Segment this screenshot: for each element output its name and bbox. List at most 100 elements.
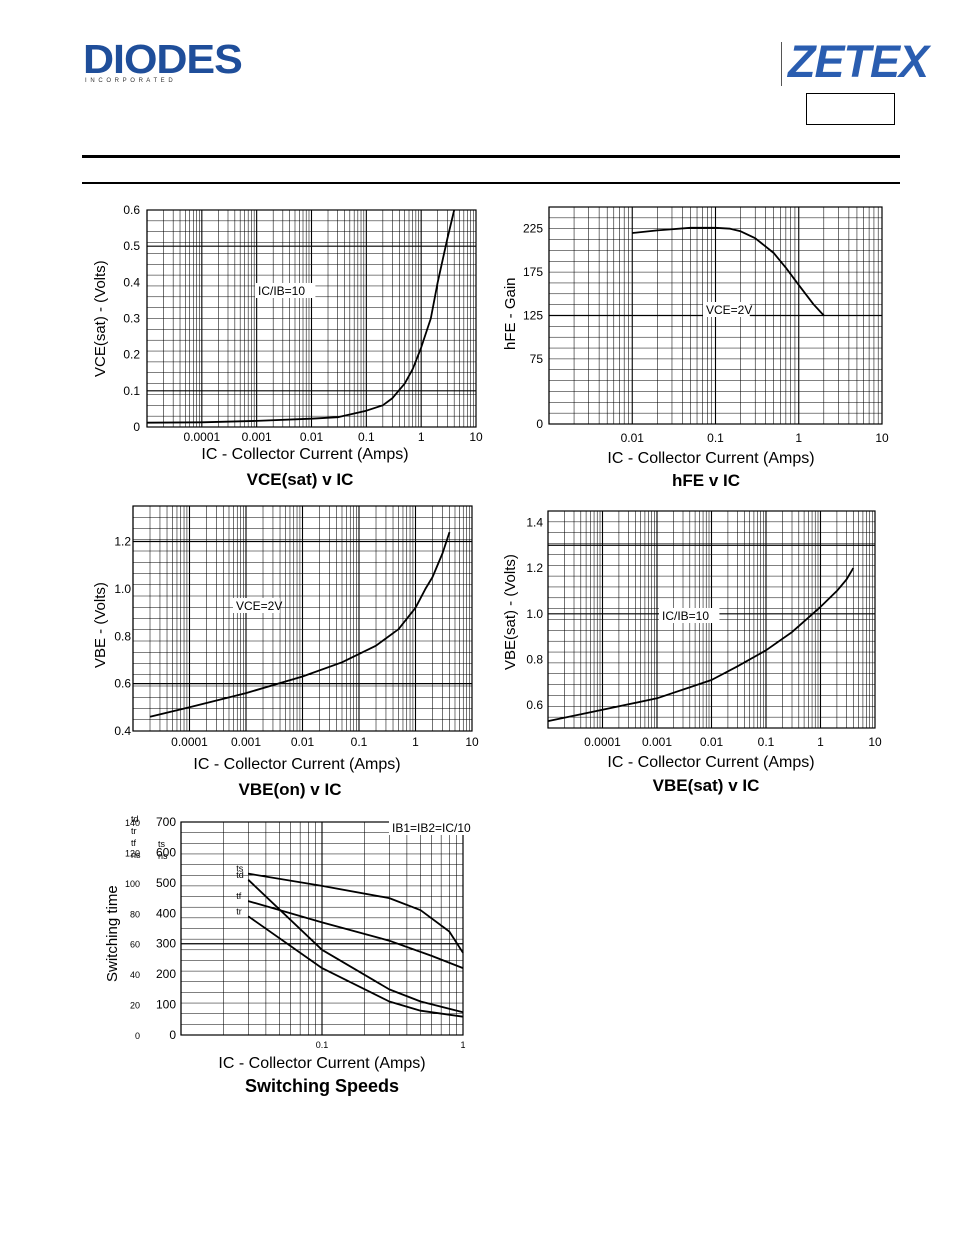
chart-vbesat-frame <box>547 510 876 729</box>
chart-switching-y2tick-label: 0 <box>135 1031 140 1041</box>
chart-hfe-ytick-label: 175 <box>523 265 543 279</box>
chart-vcesat-frame <box>146 209 477 428</box>
chart-hfe-ytick-label: 125 <box>523 309 543 323</box>
chart-vcesat-series-line <box>146 209 456 424</box>
zetex-logo: ZETEX <box>788 36 929 87</box>
chart-vbeon-xtick-label: 0.01 <box>291 735 315 749</box>
chart-vcesat-xlabel: IC - Collector Current (Amps) <box>201 446 409 463</box>
chart-vbeon-annotation: VCE=2V <box>236 599 282 613</box>
chart-vbeon-ytick-label: 1.2 <box>114 535 131 549</box>
chart-vcesat-ytick-label: 0.2 <box>123 348 140 362</box>
chart-switching-ytick-label: 500 <box>156 876 176 890</box>
chart-vbeon-xtick-label: 10 <box>465 735 479 749</box>
diodes-logo-wordmark: DIODES <box>83 36 243 82</box>
chart-switching-xtick-label: 1 <box>460 1040 465 1050</box>
header-rule-bottom <box>82 182 900 184</box>
chart-vbeon-xtick-label: 0.1 <box>351 735 368 749</box>
chart-vcesat-ytick-label: 0.3 <box>123 312 140 326</box>
chart-switching-series-label: td <box>236 870 244 880</box>
chart-vcesat-annotation: IC/IB=10 <box>258 284 305 298</box>
chart-vbeon-xtick-label: 0.0001 <box>171 735 208 749</box>
chart-hfe-xtick-label: 1 <box>795 431 802 445</box>
chart-vcesat-annotation-bg <box>255 283 316 298</box>
logo-divider <box>781 42 782 86</box>
chart-vcesat-xtick-label: 0.0001 <box>183 430 220 444</box>
chart-vbesat-annotation: IC/IB=10 <box>662 609 709 623</box>
chart-vbeon-ylabel: VBE - (Volts) <box>92 582 109 668</box>
chart-vcesat-xtick-label: 10 <box>469 430 483 444</box>
chart-switching-unit-right: ts <box>158 839 166 849</box>
chart-hfe-ytick-label: 75 <box>530 352 544 366</box>
chart-switching-annotation: IB1=IB2=IC/10 <box>392 821 471 835</box>
chart-vcesat-ytick-label: 0.5 <box>123 239 140 253</box>
chart-hfe-ytick-label: 225 <box>523 222 543 236</box>
chart-vcesat-ytick-label: 0.1 <box>123 384 140 398</box>
chart-switching-unit-left: ns <box>131 850 141 860</box>
chart-vcesat-xtick-label: 1 <box>418 430 425 444</box>
chart-switching-series-label: ts <box>236 864 244 874</box>
chart-switching-ytick-label: 400 <box>156 906 176 920</box>
chart-vbesat-ytick-label: 1.0 <box>526 607 543 621</box>
chart-vcesat-xtick-label: 0.001 <box>242 430 272 444</box>
chart-hfe-xlabel: IC - Collector Current (Amps) <box>607 450 815 467</box>
chart-switching-xlabel: IC - Collector Current (Amps) <box>218 1055 426 1072</box>
chart-switching-y2tick-label: 40 <box>130 970 140 980</box>
chart-switching-xtick-label: 0.1 <box>316 1040 329 1050</box>
chart-vbesat-ytick-label: 1.4 <box>526 515 543 529</box>
chart-switching-ytick-label: 200 <box>156 967 176 981</box>
chart-vbeon-ytick-label: 0.8 <box>114 629 131 643</box>
chart-vcesat-ytick-label: 0 <box>133 420 140 434</box>
chart-switching-y2tick-label: 80 <box>130 909 140 919</box>
chart-switching-y2tick-label: 100 <box>125 879 140 889</box>
chart-vbesat-xlabel: IC - Collector Current (Amps) <box>607 754 815 771</box>
chart-vbeon-ytick-label: 0.6 <box>114 677 131 691</box>
chart-vbesat-annotation-bg <box>659 608 720 623</box>
chart-switching-y2tick-label: 120 <box>125 848 140 858</box>
diodes-logo-subtitle: I N C O R P O R A T E D <box>85 78 174 84</box>
header-rule-top <box>82 155 900 158</box>
chart-switching-ytick-label: 300 <box>156 937 176 951</box>
chart-vbesat-series-line <box>547 567 855 722</box>
chart-switching-series-line <box>247 879 464 1014</box>
chart-switching-ylabel: Switching time <box>104 885 121 982</box>
diodes-logo: DIODES I N C O R P O R A T E D <box>83 39 253 88</box>
chart-vbesat-xtick-label: 0.01 <box>700 735 724 749</box>
chart-switching-series-line <box>247 915 464 1018</box>
chart-vbeon-annotation-bg <box>233 598 280 613</box>
chart-vcesat-xtick-label: 0.01 <box>300 430 324 444</box>
chart-hfe-annotation: VCE=2V <box>706 303 752 317</box>
chart-hfe-xtick-label: 0.1 <box>707 431 724 445</box>
chart-vbesat-ytick-label: 0.6 <box>526 698 543 712</box>
chart-hfe-ytick-label: 0 <box>536 417 543 431</box>
chart-hfe-frame <box>548 206 883 425</box>
chart-switching-ytick-label: 600 <box>156 845 176 859</box>
chart-vbeon-xtick-label: 0.001 <box>231 735 261 749</box>
chart-vbeon-ytick-label: 0.4 <box>114 724 131 738</box>
chart-switching-unit-left: td <box>131 814 139 824</box>
chart-switching-series-line <box>248 872 464 954</box>
chart-hfe-ylabel: hFE - Gain <box>502 277 519 350</box>
chart-switching-frame <box>180 821 464 1036</box>
chart-hfe-title: hFE v IC <box>671 471 741 490</box>
chart-vcesat-ytick-label: 0.6 <box>123 203 140 217</box>
chart-switching-ytick-label: 100 <box>156 998 176 1012</box>
chart-vbesat-xtick-label: 0.0001 <box>584 735 621 749</box>
chart-switching-ytick-label: 700 <box>156 815 176 829</box>
chart-switching-unit-left: tr <box>131 826 137 836</box>
chart-vbesat-xtick-label: 0.1 <box>758 735 775 749</box>
chart-vcesat-ylabel: VCE(sat) - (Volts) <box>92 260 109 377</box>
chart-switching-unit-left: tf <box>131 838 137 848</box>
chart-vbeon-title: VBE(on) v IC <box>238 780 342 799</box>
chart-vcesat-xtick-label: 0.1 <box>358 430 375 444</box>
chart-switching-y2tick-label: 140 <box>125 818 140 828</box>
chart-switching-series-label: tr <box>236 906 242 916</box>
chart-switching-title: Switching Speeds <box>244 1076 400 1096</box>
chart-vbeon-ytick-label: 1.0 <box>114 582 131 596</box>
chart-hfe-series-line <box>632 226 825 317</box>
chart-hfe-xtick-label: 0.01 <box>621 431 645 445</box>
chart-switching-series-label: tf <box>236 891 242 901</box>
chart-switching-unit-right: ns <box>158 851 168 861</box>
chart-vbeon-series-line <box>149 531 451 718</box>
part-number-box <box>806 93 895 125</box>
